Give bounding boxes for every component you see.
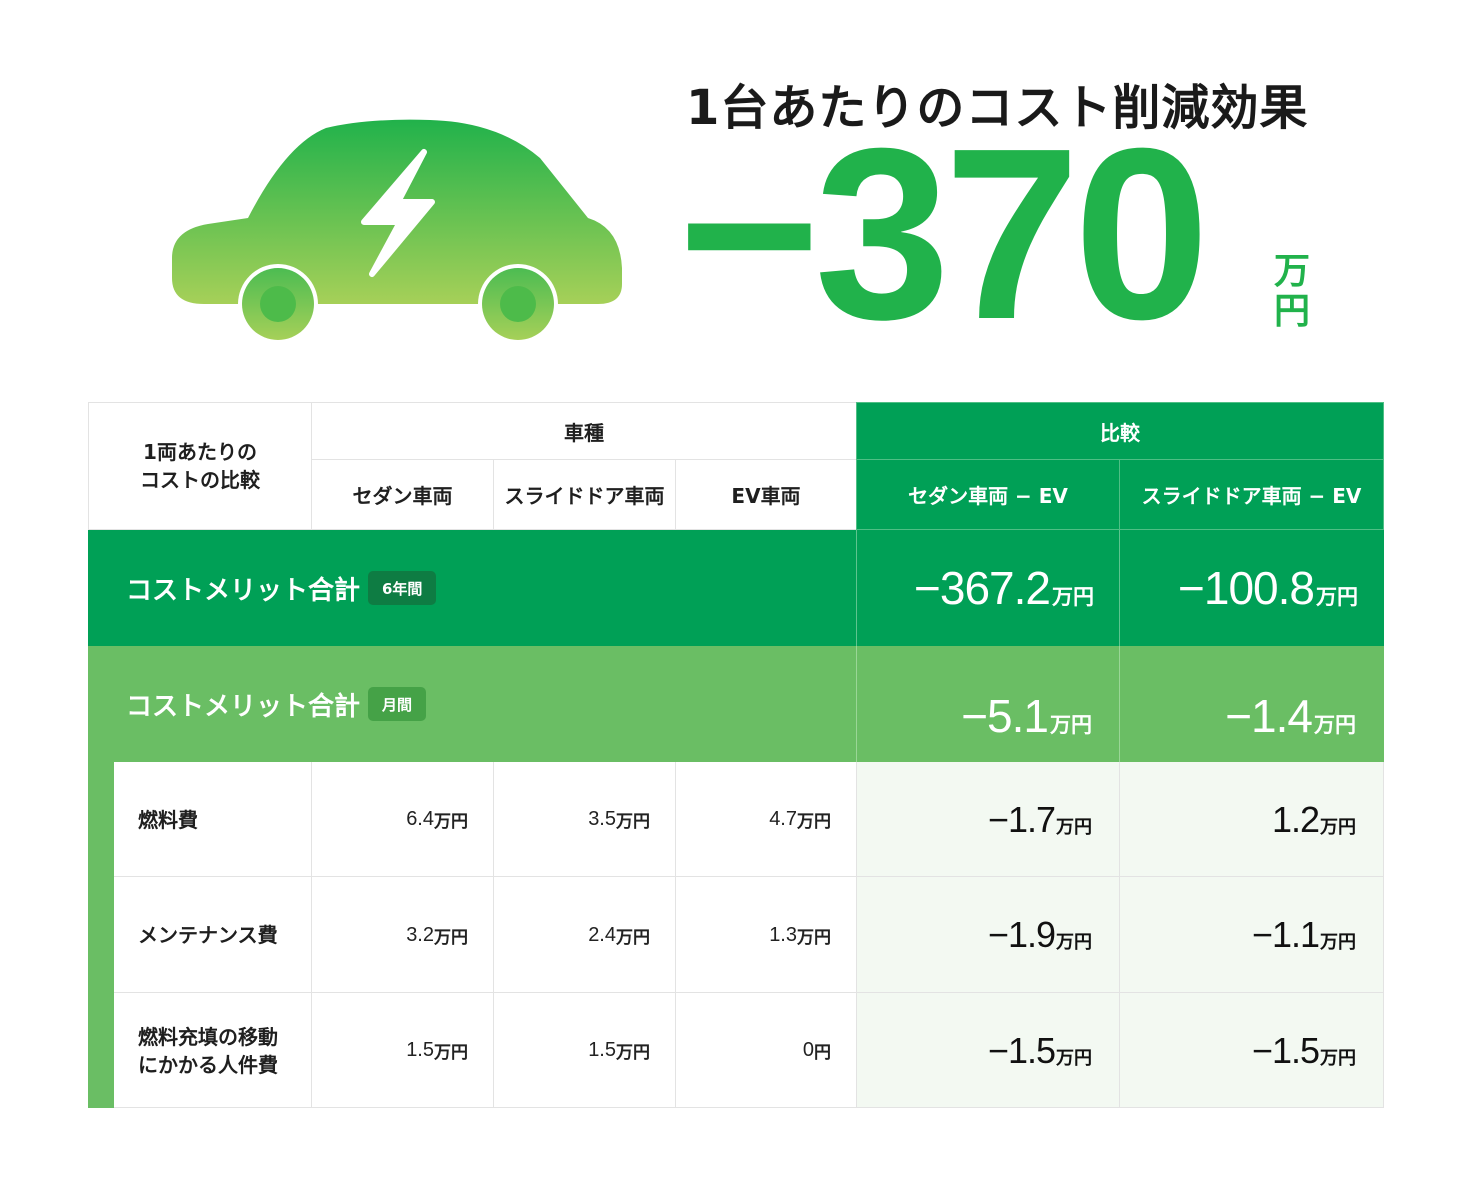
compare-value: −1.5: [1251, 1029, 1320, 1071]
col-divider: [493, 762, 494, 1108]
col-header-slide-minus-ev: スライドドア車両 − EV: [1119, 459, 1384, 530]
hero-unit-bottom: 円: [1273, 291, 1310, 332]
col-divider: [856, 762, 857, 1108]
compare-cell: −1.5 万円: [1119, 993, 1384, 1108]
cell-unit: 万円: [797, 927, 831, 948]
compare-value: −1.1: [1251, 914, 1320, 955]
table-body-panel: [114, 762, 856, 1108]
ev-car-icon: [172, 119, 622, 344]
compare-unit: 万円: [1056, 816, 1092, 838]
total-month-value: −1.4: [1225, 690, 1313, 742]
cell-unit: 万円: [434, 1043, 468, 1063]
table-cell: 3.5 万円: [493, 762, 676, 877]
cell-value: 3.2: [406, 923, 434, 946]
col-header-sedan-minus-ev: セダン車両 − EV: [856, 459, 1120, 530]
total-6y-unit: 万円: [1052, 585, 1094, 609]
row-label-refuel-labor: 燃料充填の移動 にかかる人件費: [114, 993, 312, 1108]
total-6y-tag: 6年間: [368, 571, 437, 605]
compare-unit: 万円: [1056, 932, 1092, 953]
total-month-tag: 月間: [368, 687, 427, 721]
total-month-unit: 万円: [1050, 713, 1092, 737]
total-6y-value: −100.8: [1178, 562, 1315, 614]
total-month-unit: 万円: [1314, 713, 1356, 737]
corner-header-label: 1両あたりの コストの比較: [140, 440, 260, 492]
row-label-text: 燃料充填の移動 にかかる人件費: [138, 1024, 278, 1077]
cell-value: 1.5: [406, 1039, 434, 1061]
table-cell: 1.5 万円: [493, 993, 676, 1108]
hero-savings-unit: 万 円: [1272, 252, 1312, 332]
table-cell: 1.5 万円: [311, 993, 494, 1108]
compare-unit: 万円: [1320, 1047, 1356, 1069]
total-6y-row: コストメリット合計 6年間: [88, 530, 856, 646]
col-header-sedan: セダン車両: [311, 459, 494, 530]
cell-unit: 万円: [797, 812, 831, 832]
total-6y-sedan-minus-ev: −367.2 万円: [856, 530, 1120, 646]
row-label-fuel: 燃料費: [138, 807, 198, 832]
cell-value: 1.3: [769, 923, 797, 946]
hero-title: 1台あたりのコスト削減効果: [686, 80, 1309, 136]
hero-unit-top: 万: [1273, 251, 1310, 292]
compare-value: 1.2: [1271, 798, 1320, 840]
lightning-icon: [361, 149, 435, 277]
total-6y-label: コストメリット合計: [126, 576, 361, 606]
compare-value: −1.5: [987, 1029, 1056, 1071]
compare-cell: −1.1 万円: [1119, 877, 1384, 993]
compare-value: −1.9: [987, 914, 1056, 955]
compare-cell: −1.7 万円: [856, 762, 1120, 877]
cell-unit: 円: [814, 1043, 831, 1063]
cell-unit: 万円: [616, 927, 650, 948]
col-divider: [1119, 762, 1120, 1108]
compare-cell: 1.2 万円: [1119, 762, 1384, 877]
body-accent-bar: [88, 762, 114, 1108]
compare-cell: −1.9 万円: [856, 877, 1120, 993]
row-divider: [114, 992, 1384, 993]
col-divider: [311, 762, 312, 1108]
cell-value: 2.4: [588, 923, 616, 946]
table-cell: 3.2 万円: [311, 877, 494, 993]
cell-value: 1.5: [588, 1039, 616, 1061]
row-divider: [114, 1107, 1384, 1108]
cell-unit: 万円: [434, 927, 468, 948]
compare-value: −1.7: [987, 798, 1056, 840]
total-month-row: コストメリット合計 月間: [88, 646, 856, 762]
compare-cell: −1.5 万円: [856, 993, 1120, 1108]
col-header-ev: EV車両: [675, 459, 857, 530]
total-month-value: −5.1: [961, 690, 1049, 742]
cell-value: 0: [802, 1039, 814, 1061]
group-header-compare: 比較: [856, 402, 1384, 460]
row-label-maintenance: メンテナンス費: [138, 923, 278, 947]
table-cell: 6.4 万円: [311, 762, 494, 877]
total-6y-unit: 万円: [1316, 585, 1358, 609]
col-divider: [675, 762, 676, 1108]
col-divider: [1383, 762, 1384, 1108]
cost-comparison-table: 1両あたりの コストの比較 車種 セダン車両 スライドドア車両 EV車両 比較 …: [88, 402, 1384, 1108]
total-month-slide-minus-ev: −1.4 万円: [1119, 646, 1384, 762]
compare-unit: 万円: [1320, 932, 1356, 953]
table-cell: 2.4 万円: [493, 877, 676, 993]
col-header-slide-door: スライドドア車両: [493, 459, 676, 530]
compare-unit: 万円: [1320, 816, 1356, 838]
cell-unit: 万円: [616, 1043, 650, 1063]
total-6y-slide-minus-ev: −100.8 万円: [1119, 530, 1384, 646]
compare-unit: 万円: [1056, 1047, 1092, 1069]
row-divider: [114, 876, 1384, 877]
cell-value: 3.5: [588, 808, 616, 830]
group-header-vehicle: 車種: [311, 402, 857, 460]
cell-unit: 万円: [434, 812, 468, 832]
cell-unit: 万円: [616, 812, 650, 832]
corner-header: 1両あたりの コストの比較: [88, 402, 312, 530]
cell-value: 6.4: [406, 808, 434, 830]
total-month-label: コストメリット合計: [126, 692, 361, 722]
hero-savings-value: −370: [678, 97, 1210, 370]
cell-value: 4.7: [769, 808, 797, 830]
total-6y-value: −367.2: [914, 562, 1051, 614]
total-month-sedan-minus-ev: −5.1 万円: [856, 646, 1120, 762]
table-cell: 4.7 万円: [675, 762, 857, 877]
table-cell: 1.3 万円: [675, 877, 857, 993]
